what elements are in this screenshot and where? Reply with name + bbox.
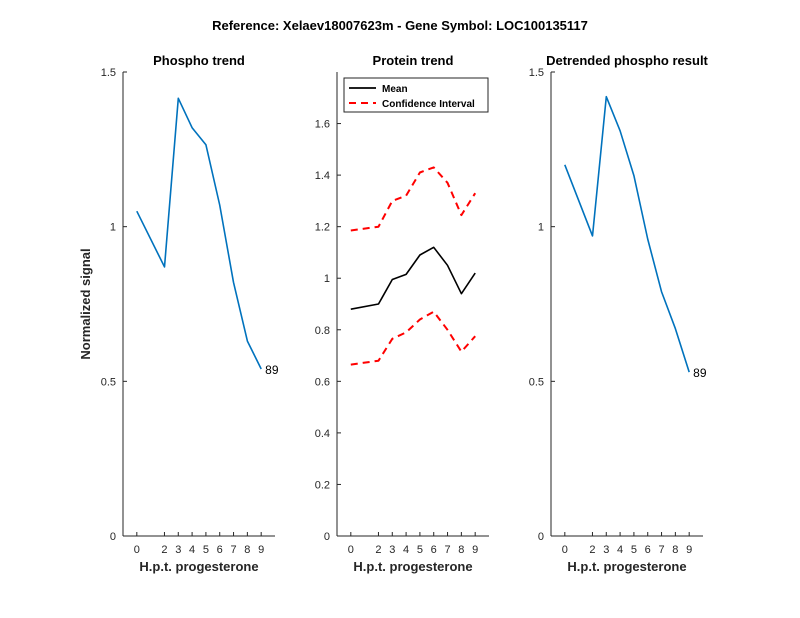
y-tick-label: 0 [538,531,544,543]
y-tick-label: 0.5 [529,376,544,388]
series-line-series-2 [350,310,476,366]
x-tick-label: 8 [672,544,678,556]
x-tick-label: 2 [375,544,381,556]
series-line-series-0 [564,95,690,373]
x-tick-label: 5 [203,544,209,556]
y-tick-label: 1.6 [315,119,330,131]
y-tick-label: 0.8 [315,325,330,337]
x-tick-label: 9 [258,544,264,556]
x-tick-label: 3 [175,544,181,556]
data-end-label: 89 [693,366,707,380]
panel-protein-trend: Protein trend 0 0.2 0.4 0.6 0.8 1 1.2 1.4 1.6 0 2 3 4… [315,53,489,574]
series-line-mean [350,246,476,310]
series-line-series-0 [136,97,262,370]
x-tick-label: 3 [603,544,609,556]
x-axis-label: H.p.t. progesterone [139,559,258,574]
x-tick-label: 9 [472,544,478,556]
x-axis-label: H.p.t. progesterone [567,559,686,574]
x-tick-label: 8 [244,544,250,556]
y-tick-label: 0 [324,531,330,543]
x-axis-label: H.p.t. progesterone [353,559,472,574]
x-tick-label: 4 [189,544,195,556]
x-tick-label: 2 [589,544,595,556]
y-axis-label: Normalized signal [78,248,93,359]
y-tick-label: 1.5 [529,67,544,79]
x-tick-label: 0 [562,544,568,556]
y-tick-label: 0.5 [101,376,116,388]
panel-title: Phospho trend [153,53,245,68]
y-tick-label: 1.4 [315,170,330,182]
figure-title: Reference: Xelaev18007623m - Gene Symbol… [212,18,588,33]
x-tick-label: 0 [134,544,140,556]
x-tick-label: 6 [645,544,651,556]
x-tick-label: 5 [417,544,423,556]
y-tick-label: 1 [324,273,330,285]
x-tick-label: 4 [403,544,409,556]
y-tick-label: 0.2 [315,479,330,491]
x-tick-label: 4 [617,544,623,556]
y-tick-label: 0.6 [315,376,330,388]
y-tick-label: 1 [110,222,116,234]
y-tick-label: 1 [538,222,544,234]
x-tick-label: 7 [658,544,664,556]
series-line-confidence-interval [350,166,477,232]
legend-box [343,77,489,113]
x-tick-label: 3 [389,544,395,556]
x-tick-label: 8 [458,544,464,556]
x-tick-label: 7 [444,544,450,556]
y-tick-label: 0.4 [315,428,330,440]
x-tick-label: 5 [631,544,637,556]
x-tick-label: 2 [161,544,167,556]
data-end-label: 89 [265,363,279,377]
x-tick-label: 9 [686,544,692,556]
y-tick-label: 1.2 [315,222,330,234]
x-tick-label: 0 [348,544,354,556]
x-tick-label: 7 [230,544,236,556]
panel-title: Detrended phospho result [546,53,708,68]
panel-title: Protein trend [373,53,454,68]
x-tick-label: 6 [431,544,437,556]
legend-label: Mean [382,84,408,95]
x-tick-label: 6 [217,544,223,556]
legend-label: Confidence Interval [382,99,475,110]
y-tick-label: 1.5 [101,67,116,79]
y-tick-label: 0 [110,531,116,543]
